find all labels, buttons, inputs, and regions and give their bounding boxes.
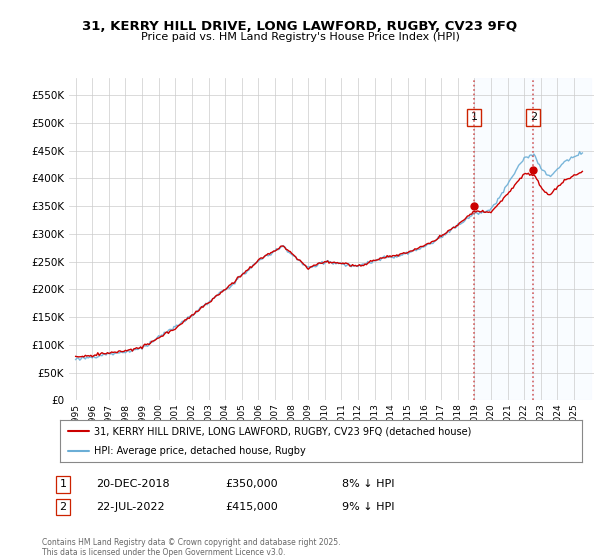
Text: 22-JUL-2022: 22-JUL-2022 [96, 502, 164, 512]
Text: 1: 1 [470, 112, 478, 122]
Bar [474, 78, 533, 400]
Text: 20-DEC-2018: 20-DEC-2018 [96, 479, 170, 489]
Text: 8% ↓ HPI: 8% ↓ HPI [342, 479, 395, 489]
Text: £415,000: £415,000 [225, 502, 278, 512]
Text: 2: 2 [530, 112, 537, 122]
Text: Price paid vs. HM Land Registry's House Price Index (HPI): Price paid vs. HM Land Registry's House … [140, 32, 460, 43]
Text: 9% ↓ HPI: 9% ↓ HPI [342, 502, 395, 512]
Text: 1: 1 [59, 479, 67, 489]
Bar [533, 78, 590, 400]
Text: £350,000: £350,000 [225, 479, 278, 489]
Text: HPI: Average price, detached house, Rugby: HPI: Average price, detached house, Rugb… [94, 446, 305, 456]
Text: 31, KERRY HILL DRIVE, LONG LAWFORD, RUGBY, CV23 9FQ (detached house): 31, KERRY HILL DRIVE, LONG LAWFORD, RUGB… [94, 426, 472, 436]
Text: Contains HM Land Registry data © Crown copyright and database right 2025.
This d: Contains HM Land Registry data © Crown c… [42, 538, 341, 557]
Text: 31, KERRY HILL DRIVE, LONG LAWFORD, RUGBY, CV23 9FQ: 31, KERRY HILL DRIVE, LONG LAWFORD, RUGB… [82, 20, 518, 32]
Text: 2: 2 [59, 502, 67, 512]
